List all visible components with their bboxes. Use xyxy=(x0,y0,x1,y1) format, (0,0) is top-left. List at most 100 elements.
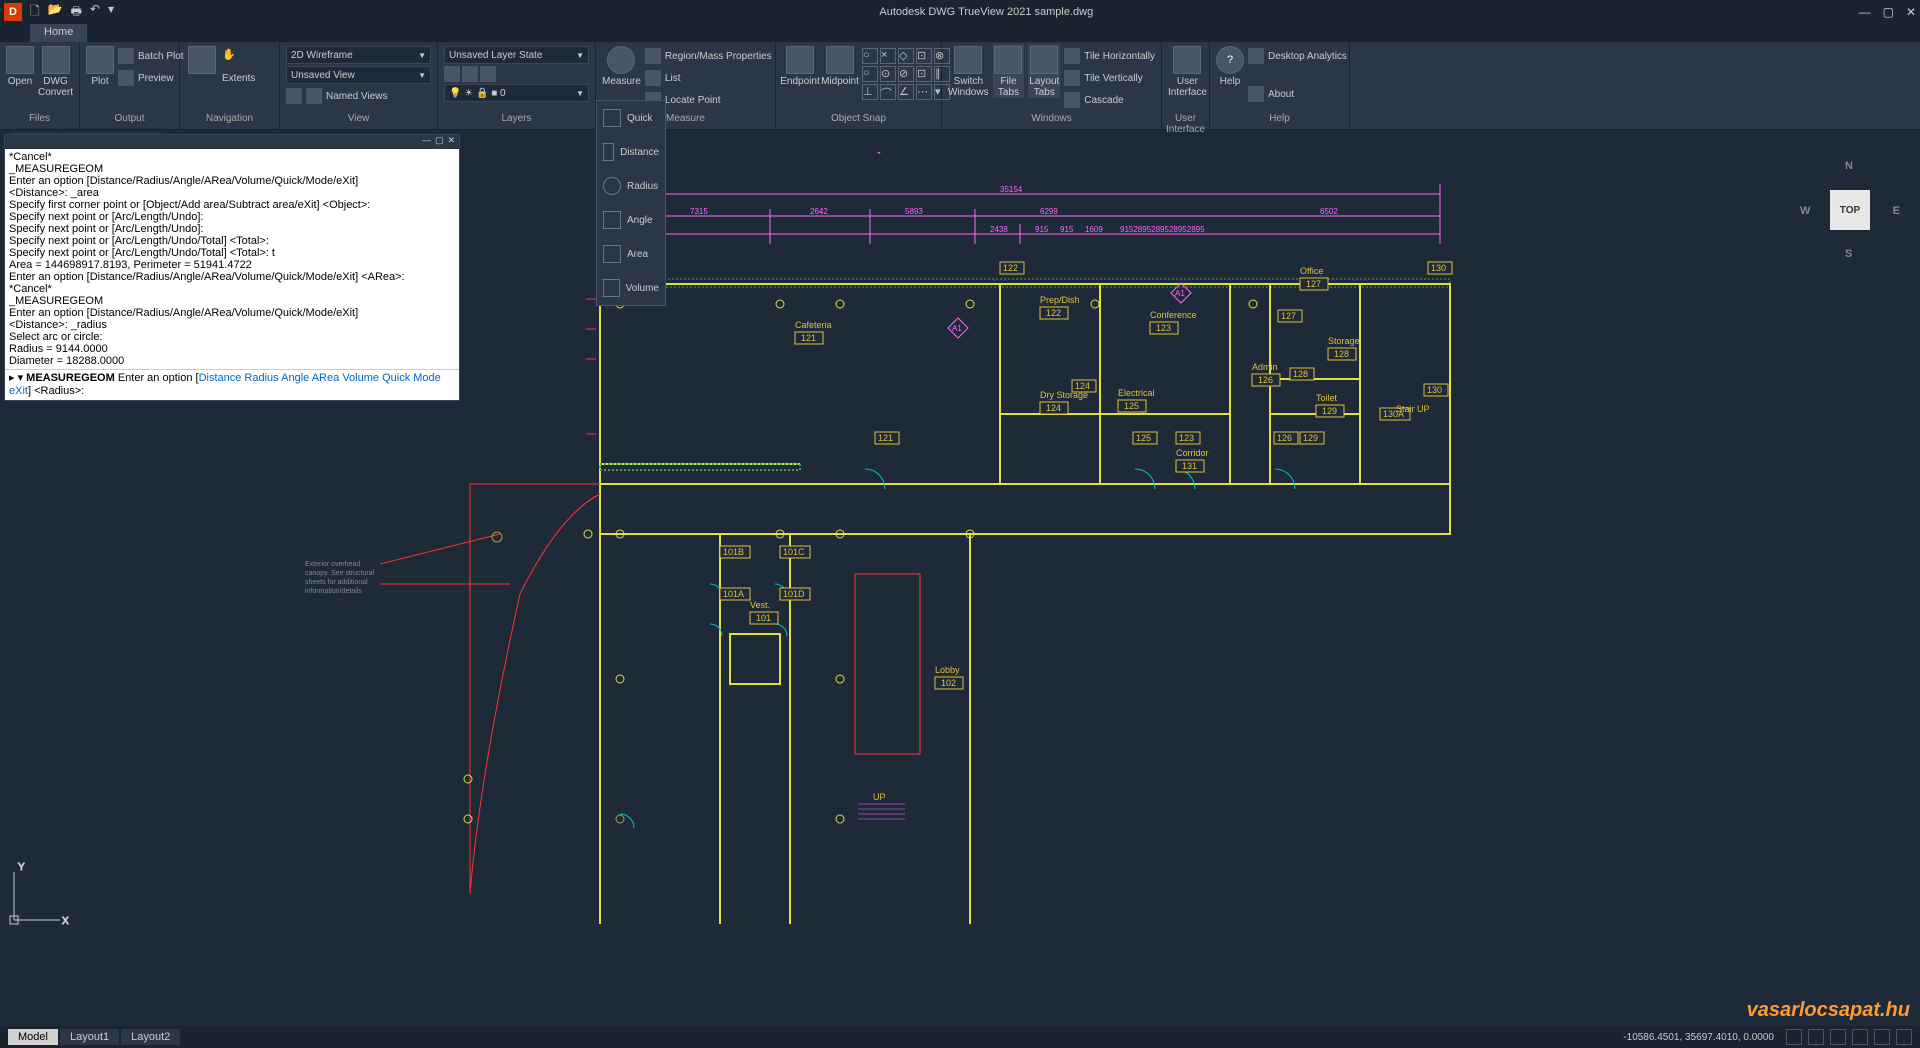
flyout-volume[interactable]: Volume xyxy=(597,271,665,305)
endpoint-button[interactable]: Endpoint xyxy=(782,44,818,87)
flyout-quick[interactable]: Quick xyxy=(597,101,665,135)
measure-icon xyxy=(607,46,635,74)
snap-icon[interactable]: ⋯ xyxy=(916,84,932,100)
viewcube[interactable]: N S E W TOP xyxy=(1800,160,1900,260)
svg-text:121: 121 xyxy=(878,433,893,443)
cascade-icon xyxy=(1064,92,1080,108)
flyout-distance[interactable]: Distance xyxy=(597,135,665,169)
analytics-button[interactable]: Desktop Analytics xyxy=(1248,46,1347,66)
layout-tabs-icon xyxy=(1030,46,1058,74)
command-input[interactable]: ▸ ▾ MEASUREGEOM Enter an option [Distanc… xyxy=(5,369,459,400)
extents-button[interactable]: Extents xyxy=(222,68,255,88)
maximize-icon[interactable]: ▢ xyxy=(1883,5,1894,19)
window-controls: — ▢ ✕ xyxy=(1859,5,1916,19)
layout-tab-model[interactable]: Model xyxy=(8,1029,58,1045)
minimize-icon[interactable]: — xyxy=(1859,5,1871,19)
measure-button[interactable]: Measure xyxy=(602,44,641,87)
tile-h-icon xyxy=(1064,48,1080,64)
cmdwin-max-icon[interactable]: ▢ xyxy=(435,135,444,149)
plot-button[interactable]: Plot xyxy=(86,44,114,87)
flyout-area[interactable]: Area xyxy=(597,237,665,271)
snap-icon[interactable]: ○ xyxy=(862,66,878,82)
compass-w[interactable]: W xyxy=(1800,205,1810,217)
status-tool-icon[interactable] xyxy=(1852,1029,1868,1045)
snap-icon[interactable]: ∠ xyxy=(898,84,914,100)
snap-icon[interactable]: ⊥ xyxy=(862,84,878,100)
snap-icon[interactable]: ⊡ xyxy=(916,66,932,82)
layer-dropdown[interactable]: 💡 ☀ 🔒 ■ 0▼ xyxy=(444,84,589,102)
qat-new-icon[interactable]: 🗋 xyxy=(30,2,40,23)
svg-text:Admin: Admin xyxy=(1252,362,1278,372)
visual-style-dropdown[interactable]: 2D Wireframe▼ xyxy=(286,46,431,64)
compass-n[interactable]: N xyxy=(1845,160,1853,172)
cmdwin-close-icon[interactable]: ✕ xyxy=(447,135,455,149)
dwg-convert-icon xyxy=(42,46,70,74)
svg-text:101A: 101A xyxy=(723,589,744,599)
compass-s[interactable]: S xyxy=(1845,248,1852,260)
layer-icon[interactable] xyxy=(444,66,460,82)
layer-icon[interactable] xyxy=(462,66,478,82)
ui-button[interactable]: User Interface xyxy=(1168,44,1207,98)
region-icon xyxy=(645,48,661,64)
status-tool-icon[interactable] xyxy=(1786,1029,1802,1045)
cmdwin-min-icon[interactable]: — xyxy=(422,135,431,149)
layer-state-dropdown[interactable]: Unsaved Layer State▼ xyxy=(444,46,589,64)
viewcube-face[interactable]: TOP xyxy=(1830,190,1870,230)
dim-text: 2438 xyxy=(990,225,1008,234)
qat-save-icon[interactable]: 🖶 xyxy=(71,2,82,23)
pan-button[interactable]: ✋ xyxy=(222,46,255,66)
snap-center-icon[interactable]: ○ xyxy=(862,48,878,64)
dwg-convert-button[interactable]: DWG Convert xyxy=(38,44,73,98)
flyout-radius[interactable]: Radius xyxy=(597,169,665,203)
plot-icon xyxy=(86,46,114,74)
switch-windows-button[interactable]: Switch Windows xyxy=(948,44,989,98)
close-icon[interactable]: ✕ xyxy=(1906,5,1916,19)
preview-icon xyxy=(118,70,134,86)
tile-v-button[interactable]: Tile Vertically xyxy=(1064,68,1155,88)
help-icon: ? xyxy=(1216,46,1244,74)
nav-button[interactable] xyxy=(186,44,218,74)
command-window[interactable]: — ▢ ✕ *Cancel* _MEASUREGEOM Enter an opt… xyxy=(4,134,460,401)
distance-icon xyxy=(603,143,614,161)
status-tool-icon[interactable] xyxy=(1808,1029,1824,1045)
qat-open-icon[interactable]: 📂 xyxy=(48,2,63,23)
title-bar: D 🗋 📂 🖶 ↶ ▾ Autodesk DWG TrueView 2021 s… xyxy=(0,0,1920,24)
open-button[interactable]: Open xyxy=(6,44,34,87)
layout-tab-2[interactable]: Layout2 xyxy=(121,1029,180,1045)
list-button[interactable]: List xyxy=(645,68,772,88)
snap-node-icon[interactable]: × xyxy=(880,48,896,64)
file-tabs-button[interactable]: File Tabs xyxy=(993,44,1025,98)
flyout-angle[interactable]: Angle xyxy=(597,203,665,237)
layout-tabs-button[interactable]: Layout Tabs xyxy=(1028,44,1060,98)
status-tool-icon[interactable] xyxy=(1896,1029,1912,1045)
panel-files-label: Files xyxy=(0,113,79,129)
svg-text:A1: A1 xyxy=(952,324,962,333)
svg-text:124: 124 xyxy=(1046,403,1061,413)
tab-home[interactable]: Home xyxy=(30,24,87,42)
status-tool-icon[interactable] xyxy=(1874,1029,1890,1045)
midpoint-icon xyxy=(826,46,854,74)
compass-e[interactable]: E xyxy=(1893,205,1900,217)
snap-icon[interactable]: ⊙ xyxy=(880,66,896,82)
saved-view-dropdown[interactable]: Unsaved View▼ xyxy=(286,66,431,84)
snap-icon[interactable]: ⊡ xyxy=(916,48,932,64)
qat-undo-icon[interactable]: ↶ xyxy=(90,2,100,23)
snap-quad-icon[interactable]: ◇ xyxy=(898,48,914,64)
status-tool-icon[interactable] xyxy=(1830,1029,1846,1045)
snap-icon[interactable]: ⌒ xyxy=(880,84,896,100)
tile-h-button[interactable]: Tile Horizontally xyxy=(1064,46,1155,66)
radius-icon xyxy=(603,177,621,195)
batch-plot-button[interactable]: Batch Plot xyxy=(118,46,184,66)
region-props-button[interactable]: Region/Mass Properties xyxy=(645,46,772,66)
cascade-button[interactable]: Cascade xyxy=(1064,90,1155,110)
layer-icon[interactable] xyxy=(480,66,496,82)
midpoint-button[interactable]: Midpoint xyxy=(822,44,858,87)
snap-icon[interactable]: ⊘ xyxy=(898,66,914,82)
about-button[interactable]: About xyxy=(1248,84,1347,104)
preview-button[interactable]: Preview xyxy=(118,68,184,88)
help-button[interactable]: ?Help xyxy=(1216,44,1244,87)
layout-tab-1[interactable]: Layout1 xyxy=(60,1029,119,1045)
up-label: UP xyxy=(873,792,886,802)
named-views-button[interactable]: Named Views xyxy=(286,86,431,106)
analytics-icon xyxy=(1248,48,1264,64)
